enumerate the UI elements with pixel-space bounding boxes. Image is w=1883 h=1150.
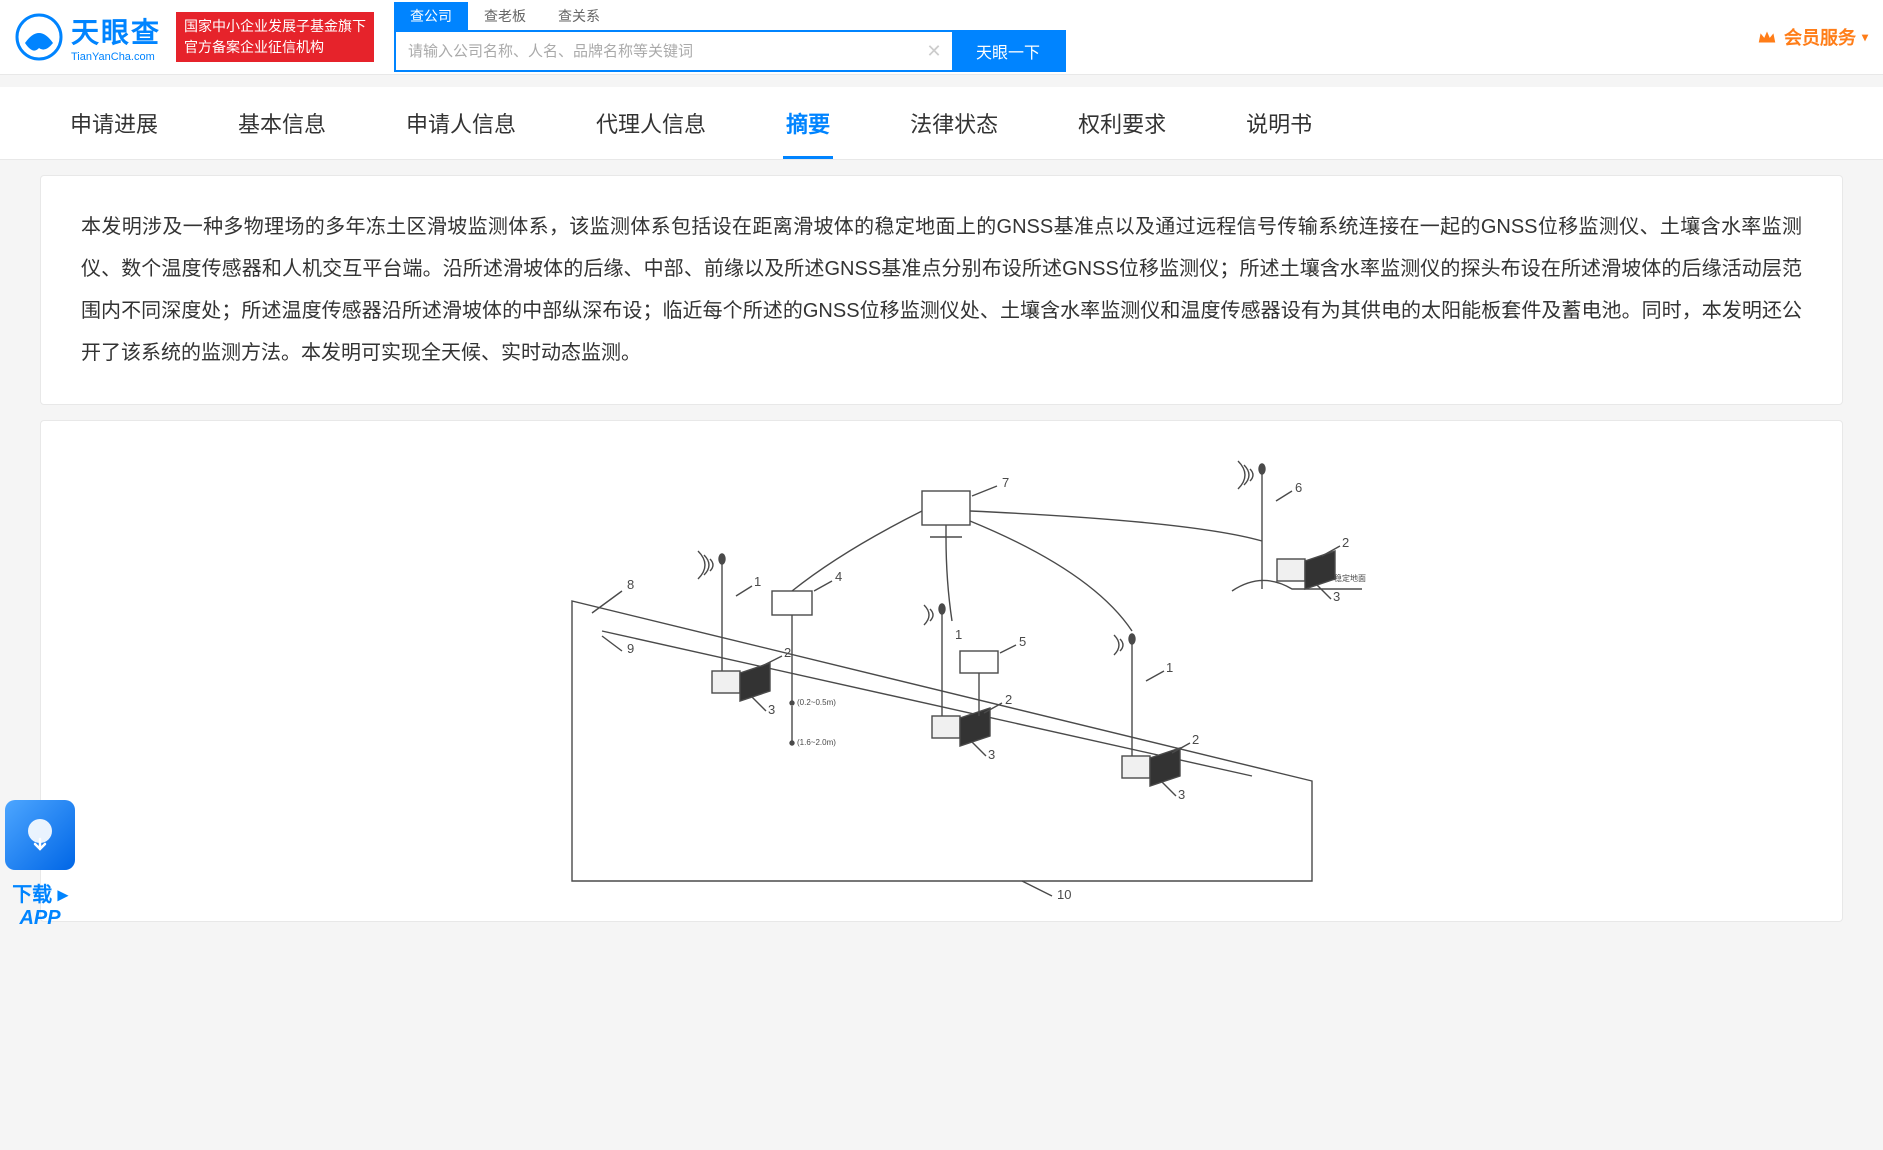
- diagram-label: 5: [1019, 634, 1026, 649]
- crown-icon: [1756, 26, 1778, 48]
- diagram-label: 2: [784, 645, 791, 660]
- section-tabs: 申请进展 基本信息 申请人信息 代理人信息 摘要 法律状态 权利要求 说明书: [0, 87, 1883, 160]
- tab-claims[interactable]: 权利要求: [1038, 87, 1206, 159]
- download-line1: 下载 ▸: [0, 878, 80, 907]
- clear-icon[interactable]: ✕: [916, 32, 952, 70]
- search-button[interactable]: 天眼一下: [952, 32, 1064, 70]
- search-tab-company[interactable]: 查公司: [394, 2, 468, 30]
- diagram-label: 10: [1057, 887, 1071, 901]
- diagram-label: 9: [627, 641, 634, 656]
- logo-text-en: TianYanCha.com: [71, 51, 161, 63]
- diagram-label: 3: [768, 702, 775, 717]
- diagram-label: 1: [754, 574, 761, 589]
- diagram-label: 7: [1002, 475, 1009, 490]
- tab-progress[interactable]: 申请进展: [30, 87, 198, 159]
- diagram-label: 2: [1342, 535, 1349, 550]
- abstract-text: 本发明涉及一种多物理场的多年冻土区滑坡监测体系，该监测体系包括设在距离滑坡体的稳…: [81, 206, 1802, 374]
- logo-icon: [15, 13, 63, 61]
- abstract-card: 本发明涉及一种多物理场的多年冻土区滑坡监测体系，该监测体系包括设在距离滑坡体的稳…: [40, 175, 1843, 405]
- search-tabs: 查公司 查老板 查关系: [394, 2, 1066, 30]
- site-header: 天眼查 TianYanCha.com 国家中小企业发展子基金旗下 官方备案企业征…: [0, 0, 1883, 75]
- member-label: 会员服务: [1784, 24, 1856, 50]
- chevron-down-icon: ▾: [1862, 30, 1868, 44]
- search-area: 查公司 查老板 查关系 ✕ 天眼一下: [394, 2, 1066, 72]
- tab-applicant[interactable]: 申请人信息: [366, 87, 556, 159]
- diagram-label: 3: [988, 747, 995, 762]
- diagram-depth: (1.6~2.0m): [797, 738, 836, 747]
- diagram-label: 2: [1005, 692, 1012, 707]
- search-tab-relation[interactable]: 查关系: [542, 2, 616, 30]
- diagram-label: 8: [627, 577, 634, 592]
- tab-legal[interactable]: 法律状态: [870, 87, 1038, 159]
- diagram-label: 3: [1178, 787, 1185, 802]
- search-box: ✕ 天眼一下: [394, 30, 1066, 72]
- badge-line: 国家中小企业发展子基金旗下: [184, 16, 366, 37]
- download-icon: [5, 800, 75, 870]
- download-app-float[interactable]: 下载 ▸ APP: [0, 800, 80, 930]
- tab-agent[interactable]: 代理人信息: [556, 87, 746, 159]
- diagram-label: 6: [1295, 480, 1302, 495]
- logo-text-cn: 天眼查: [71, 11, 161, 51]
- tab-spec[interactable]: 说明书: [1206, 87, 1352, 159]
- search-input[interactable]: [396, 32, 916, 70]
- diagram-label: 3: [1333, 589, 1340, 604]
- official-badge: 国家中小企业发展子基金旗下 官方备案企业征信机构: [176, 12, 374, 62]
- search-tab-boss[interactable]: 查老板: [468, 2, 542, 30]
- badge-line: 官方备案企业征信机构: [184, 37, 366, 58]
- tab-abstract[interactable]: 摘要: [746, 87, 870, 159]
- diagram-small-text: 稳定地面: [1334, 573, 1366, 583]
- download-line2: APP: [0, 907, 80, 930]
- diagram-card: 8 9 10 7 1 2 4 1 5 2 1 2 6 2 3 3 3 3 稳定地…: [40, 420, 1843, 922]
- diagram-label: 1: [955, 627, 962, 642]
- patent-diagram: 8 9 10 7 1 2 4 1 5 2 1 2 6 2 3 3 3 3 稳定地…: [492, 441, 1392, 901]
- diagram-label: 1: [1166, 660, 1173, 675]
- logo[interactable]: 天眼查 TianYanCha.com: [15, 11, 161, 63]
- diagram-label: 4: [835, 569, 842, 584]
- member-service-link[interactable]: 会员服务 ▾: [1756, 24, 1868, 50]
- diagram-label: 2: [1192, 732, 1199, 747]
- diagram-depth: (0.2~0.5m): [797, 698, 836, 707]
- tab-basic[interactable]: 基本信息: [198, 87, 366, 159]
